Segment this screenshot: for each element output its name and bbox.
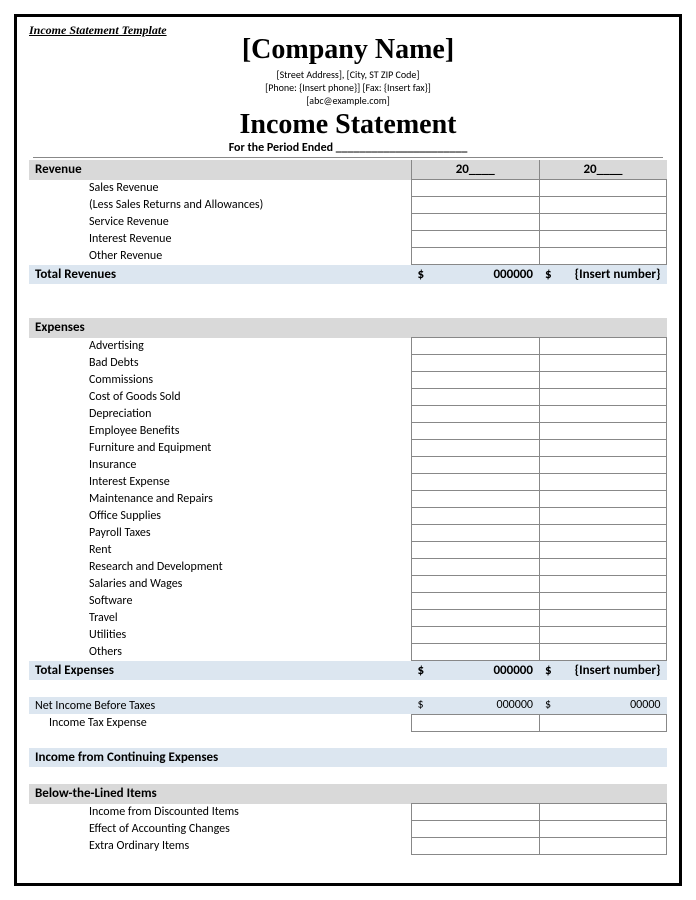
revenue-header-row: Revenue 20____ 20____ [29, 160, 667, 180]
line-item: Advertising [29, 338, 667, 355]
total-expenses-row: Total Expenses $000000 ${Insert number} [29, 661, 667, 681]
net-before-tax-row: Net Income Before Taxes $000000 $00000 [29, 697, 667, 714]
revenue-header: Revenue [29, 160, 412, 180]
line-item: Travel [29, 610, 667, 627]
address-line: [Street Address], [City, ST ZIP Code] [29, 68, 667, 81]
below-line-header-row: Below-the-Lined Items [29, 784, 667, 804]
page-frame: Income Statement Template [Company Name]… [14, 14, 682, 886]
phone-fax-line: [Phone: {Insert phone}] [Fax: {Insert fa… [29, 81, 667, 94]
line-item: Service Revenue [29, 214, 667, 231]
statement-table: Revenue 20____ 20____ Sales Revenue (Les… [29, 160, 667, 855]
email-line: [abc@example.com] [29, 94, 667, 107]
line-item: Employee Benefits [29, 423, 667, 440]
line-item: Interest Revenue [29, 231, 667, 248]
expenses-header-row: Expenses [29, 318, 667, 338]
total-expenses-label: Total Expenses [29, 661, 412, 681]
contact-block: [Street Address], [City, ST ZIP Code] [P… [29, 68, 667, 107]
line-item: Sales Revenue [29, 180, 667, 197]
expenses-header: Expenses [29, 318, 667, 338]
statement-title: Income Statement [29, 109, 667, 141]
line-item: Furniture and Equipment [29, 440, 667, 457]
line-item: Others [29, 644, 667, 661]
tax-expense-row: Income Tax Expense [29, 714, 667, 731]
continuing-header-row: Income from Continuing Expenses [29, 748, 667, 767]
line-item: Cost of Goods Sold [29, 389, 667, 406]
line-item: Insurance [29, 457, 667, 474]
year-2: 20____ [539, 160, 667, 180]
line-item: Commissions [29, 372, 667, 389]
line-item: Salaries and Wages [29, 576, 667, 593]
line-item: (Less Sales Returns and Allowances) [29, 197, 667, 214]
line-item: Rent [29, 542, 667, 559]
total-revenues-row: Total Revenues $000000 ${Insert number} [29, 265, 667, 285]
continuing-header: Income from Continuing Expenses [29, 748, 667, 767]
line-item: Interest Expense [29, 474, 667, 491]
line-item: Software [29, 593, 667, 610]
line-item: Depreciation [29, 406, 667, 423]
line-item: Income from Discounted Items [29, 804, 667, 821]
year-1: 20____ [412, 160, 540, 180]
line-item: Research and Development [29, 559, 667, 576]
line-item: Extra Ordinary Items [29, 838, 667, 855]
total-revenues-label: Total Revenues [29, 265, 412, 285]
line-item: Effect of Accounting Changes [29, 821, 667, 838]
company-name: [Company Name] [29, 34, 667, 66]
line-item: Bad Debts [29, 355, 667, 372]
line-item: Utilities [29, 627, 667, 644]
line-item: Other Revenue [29, 248, 667, 265]
line-item: Maintenance and Repairs [29, 491, 667, 508]
line-item: Payroll Taxes [29, 525, 667, 542]
line-item: Office Supplies [29, 508, 667, 525]
period-label: For the Period Ended ___________________… [33, 141, 663, 158]
below-line-header: Below-the-Lined Items [29, 784, 667, 804]
